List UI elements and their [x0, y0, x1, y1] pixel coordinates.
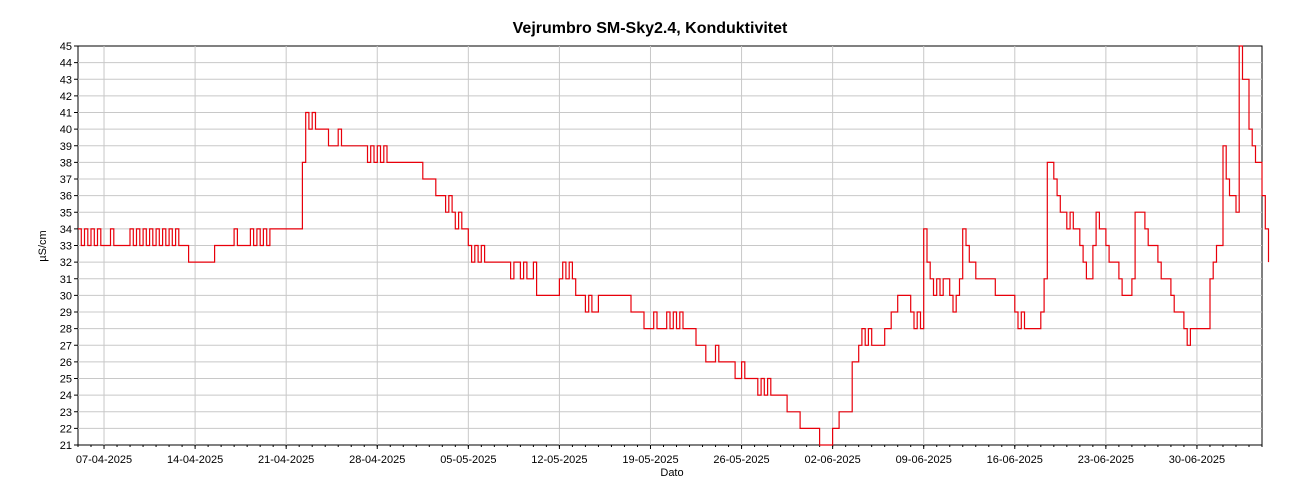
y-tick-label: 23: [60, 407, 72, 419]
y-tick-label: 30: [60, 290, 72, 302]
y-tick-label: 38: [60, 157, 72, 169]
x-tick-label: 30-06-2025: [1169, 454, 1225, 466]
y-tick-label: 39: [60, 141, 72, 153]
x-tick-label: 16-06-2025: [987, 454, 1043, 466]
y-tick-label: 42: [60, 91, 72, 103]
y-tick-label: 44: [60, 58, 72, 70]
y-tick-label: 32: [60, 257, 72, 269]
y-tick-label: 29: [60, 307, 72, 319]
y-tick-label: 26: [60, 357, 72, 369]
chart-title: Vejrumbro SM-Sky2.4, Konduktivitet: [512, 20, 788, 37]
y-tick-label: 28: [60, 324, 72, 336]
y-tick-label: 41: [60, 108, 72, 120]
y-tick-label: 22: [60, 423, 72, 435]
x-tick-label: 09-06-2025: [896, 454, 952, 466]
y-tick-label: 27: [60, 340, 72, 352]
x-tick-label: 12-05-2025: [531, 454, 587, 466]
y-tick-label: 31: [60, 274, 72, 286]
y-tick-label: 37: [60, 174, 72, 186]
axes: 21 22 23 24 25 26 27 28 29 30 31 32 33 34 35 36 37 38 39 40…: [60, 41, 1263, 466]
y-tick-label: 35: [60, 207, 72, 219]
y-tick-label: 36: [60, 191, 72, 203]
y-tick-label: 24: [60, 390, 72, 402]
x-tick-label: 26-05-2025: [713, 454, 769, 466]
x-tick-label: 19-05-2025: [622, 454, 678, 466]
x-tick-label: 14-04-2025: [167, 454, 223, 466]
y-axis-label: µS/cm: [37, 230, 49, 261]
y-tick-label: 43: [60, 74, 72, 86]
x-tick-label: 05-05-2025: [440, 454, 496, 466]
x-tick-label: 21-04-2025: [258, 454, 314, 466]
y-tick-label: 34: [60, 224, 72, 236]
x-tick-label: 07-04-2025: [76, 454, 132, 466]
x-tick-label: 23-06-2025: [1078, 454, 1134, 466]
x-tick-label: 28-04-2025: [349, 454, 405, 466]
y-tick-label: 25: [60, 374, 72, 386]
series-layer: [78, 45, 1270, 446]
series-line: [78, 45, 1270, 446]
y-tick-label: 33: [60, 241, 72, 253]
y-tick-label: 21: [60, 440, 72, 452]
x-tick-label: 02-06-2025: [804, 454, 860, 466]
x-axis-label: Dato: [660, 467, 683, 479]
y-tick-label: 45: [60, 41, 72, 53]
y-tick-label: 40: [60, 124, 72, 136]
